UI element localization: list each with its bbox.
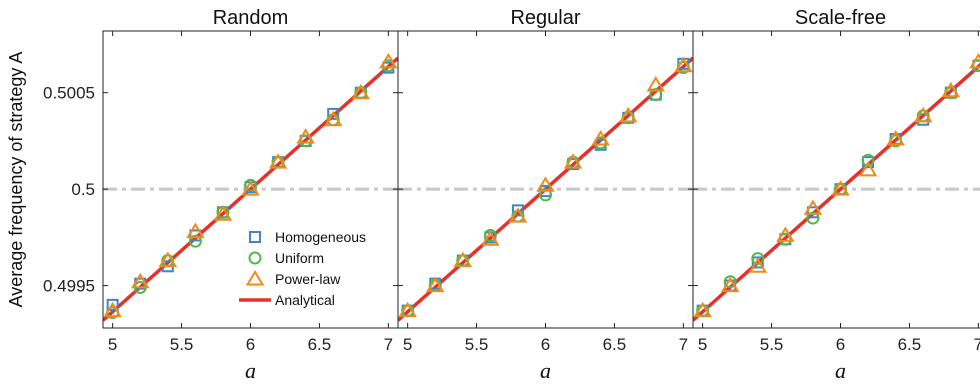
powerlaw-point — [158, 251, 178, 267]
powerlaw-point — [296, 128, 315, 144]
x-axis-label: a — [835, 358, 846, 383]
legend-item-powerlaw: Power-law — [245, 270, 341, 287]
powerlaw-point — [720, 276, 740, 293]
analytical-line — [693, 62, 980, 322]
powerlaw-point — [241, 180, 260, 196]
uniform-point — [751, 252, 765, 266]
powerlaw-point — [913, 106, 933, 123]
powerlaw-point — [831, 180, 850, 196]
x-tick-label: 6.5 — [898, 335, 922, 354]
panel-regular: Regular 5 5.5 6 6.5 7 a — [397, 7, 694, 383]
uniform-point — [188, 234, 202, 248]
powerlaw-point — [323, 110, 343, 127]
x-tick-label: 7 — [679, 335, 688, 354]
uniform-point — [861, 153, 875, 167]
powerlaw-point — [351, 83, 371, 100]
powerlaw-point — [268, 153, 288, 169]
x-axis-label: a — [245, 358, 256, 383]
powerlaw-point — [103, 301, 122, 318]
powerlaw-point — [563, 153, 583, 169]
x-tick-label: 5.5 — [760, 335, 784, 354]
powerlaw-point — [425, 276, 445, 293]
analytical-line — [103, 56, 398, 322]
powerlaw-point — [453, 251, 473, 267]
powerlaw-point — [886, 130, 905, 146]
powerlaw-point — [646, 76, 666, 92]
panel-plot-area — [693, 52, 980, 322]
homogeneous-point — [327, 107, 340, 120]
powerlaw-point — [508, 207, 528, 223]
legend-marker-square — [249, 231, 261, 243]
x-tick-label: 5 — [698, 335, 707, 354]
panel-title: Regular — [510, 7, 580, 29]
uniform-point — [244, 178, 257, 192]
uniform-point — [723, 275, 737, 289]
x-tick-label: 5.5 — [170, 335, 194, 354]
panel-scale-free: Scale-free 5 5.5 6 6.5 7 a — [692, 7, 980, 383]
legend-item-analytical: Analytical — [239, 292, 335, 308]
legend-item-homogeneous: Homogeneous — [249, 229, 366, 245]
uniform-point — [539, 188, 552, 202]
legend-item-uniform: Uniform — [248, 250, 324, 266]
homogeneous-point — [511, 204, 524, 217]
x-tick-label: 6 — [541, 335, 550, 354]
x-axis-label: a — [540, 358, 551, 383]
panel-random: Random 5 5.5 6 6.5 7 0.4995 0.5 0.5005 a — [43, 7, 399, 383]
legend-label: Power-law — [275, 271, 341, 287]
powerlaw-point — [536, 176, 555, 192]
powerlaw-point — [591, 130, 610, 146]
y-tick-label: 0.5005 — [43, 84, 95, 103]
x-tick-label: 6.5 — [308, 335, 332, 354]
powerlaw-point — [969, 52, 980, 69]
uniform-point — [806, 211, 820, 225]
legend-marker-triangle — [245, 270, 265, 286]
panel-plot-area — [398, 56, 693, 322]
legend-label: Homogeneous — [275, 229, 366, 245]
y-tick-label: 0.5 — [71, 180, 95, 199]
y-tick-label: 0.4995 — [43, 277, 95, 296]
legend-label: Uniform — [275, 250, 324, 266]
homogeneous-point — [106, 298, 119, 311]
powerlaw-point — [130, 272, 150, 289]
panel-plot-area — [103, 52, 398, 322]
powerlaw-point — [858, 160, 878, 177]
x-tick-label: 5 — [108, 335, 117, 354]
panel-title: Scale-free — [795, 7, 886, 29]
powerlaw-point — [618, 106, 638, 123]
x-tick-label: 7 — [384, 335, 393, 354]
x-tick-label: 5.5 — [465, 335, 489, 354]
powerlaw-point — [398, 301, 417, 318]
x-tick-label: 6.5 — [603, 335, 627, 354]
x-tick-label: 7 — [974, 335, 980, 354]
powerlaw-point — [379, 52, 398, 69]
powerlaw-point — [481, 230, 500, 246]
legend-marker-circle — [248, 251, 262, 265]
x-tick-label: 6 — [246, 335, 255, 354]
x-tick-label: 6 — [836, 335, 845, 354]
homogeneous-point — [189, 229, 202, 242]
powerlaw-point — [693, 301, 712, 318]
powerlaw-point — [674, 56, 693, 73]
powerlaw-point — [776, 226, 795, 242]
powerlaw-point — [941, 81, 961, 98]
y-axis-label: Average frequency of strategy A — [6, 52, 26, 308]
uniform-point — [483, 228, 497, 242]
homogeneous-point — [806, 206, 819, 219]
x-tick-label: 5 — [403, 335, 412, 354]
powerlaw-point — [213, 205, 233, 221]
powerlaw-point — [186, 222, 205, 239]
panel-title: Random — [213, 7, 289, 29]
legend: Homogeneous Uniform Power-law Analytical — [239, 229, 366, 308]
legend-label: Analytical — [275, 292, 335, 308]
powerlaw-point — [803, 199, 823, 215]
powerlaw-point — [748, 257, 768, 273]
uniform-point — [649, 88, 663, 102]
